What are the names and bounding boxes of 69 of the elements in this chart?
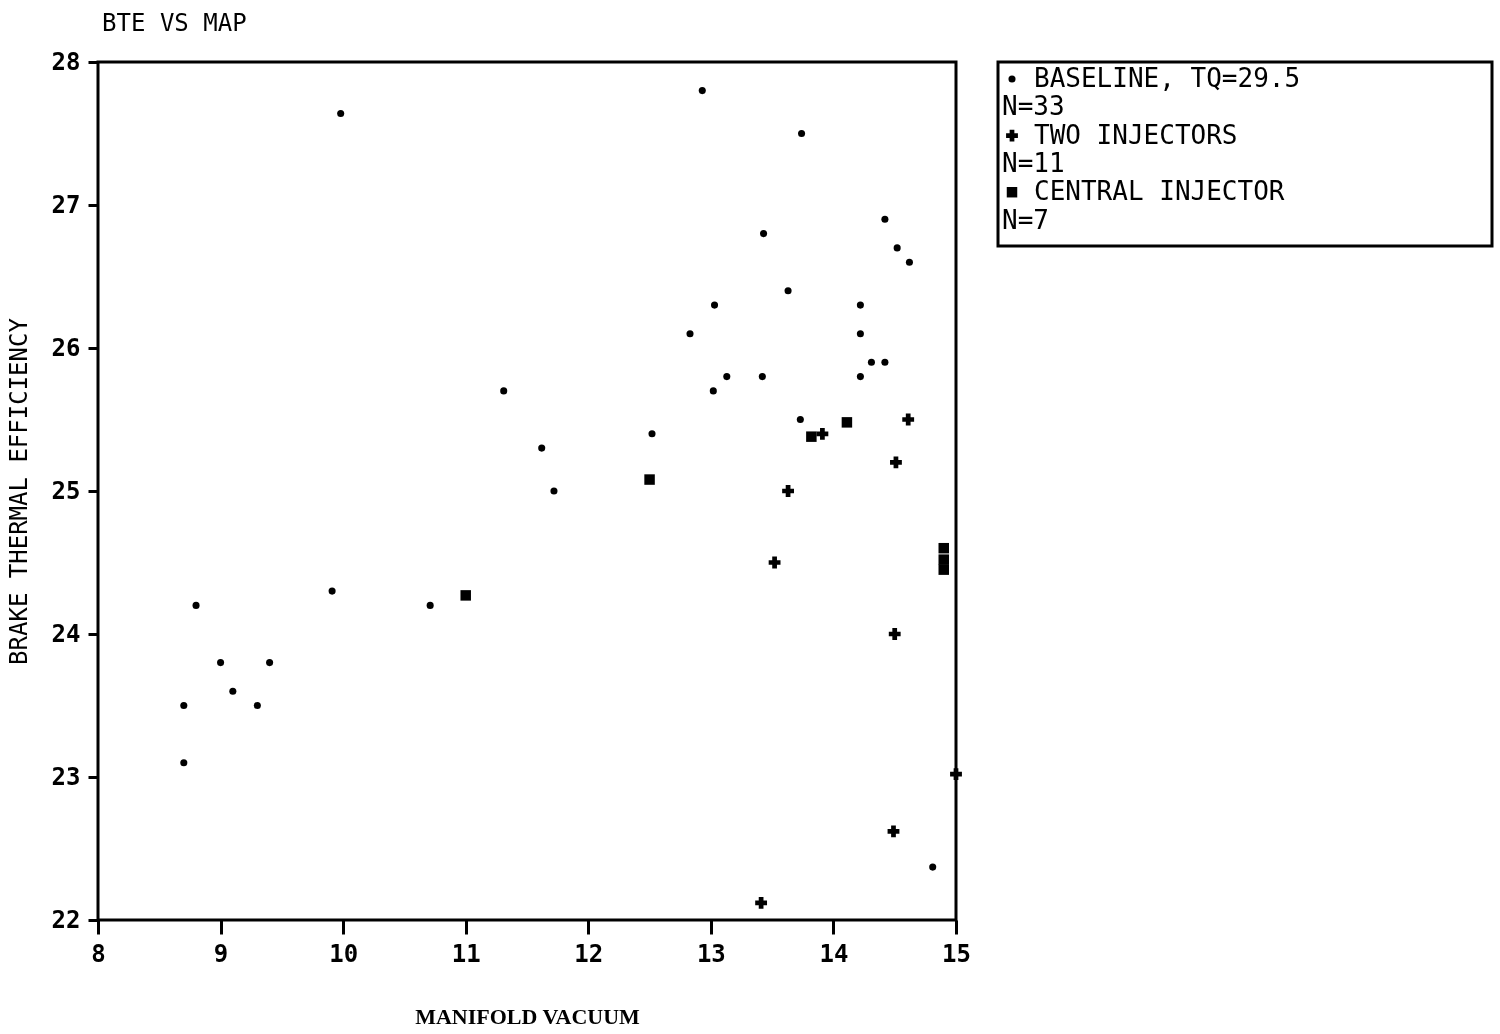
point (890, 456, 902, 469)
point (796, 415, 804, 424)
point (929, 863, 937, 871)
y-tick-label: 22 (51, 905, 81, 934)
x-tick-label: 15 (942, 939, 971, 968)
point (709, 387, 717, 395)
point (950, 768, 962, 781)
y-tick-label: 24 (51, 619, 81, 648)
point (758, 373, 766, 381)
point (550, 487, 558, 495)
y-tick-label: 25 (51, 476, 81, 505)
point (867, 358, 875, 366)
point (229, 687, 237, 695)
x-tick-label: 14 (819, 939, 849, 968)
legend-label: CENTRAL INJECTOR N=7 (1002, 176, 1285, 235)
point (686, 330, 694, 338)
point (328, 587, 336, 595)
x-tick-label: 11 (451, 939, 481, 968)
point (856, 330, 864, 338)
point (938, 542, 949, 554)
point (180, 759, 188, 767)
point (266, 659, 274, 667)
legend-label: BASELINE, TQ=29.5 N=33 (1002, 62, 1301, 122)
x-tick-label: 9 (213, 939, 229, 968)
y-tick-label: 26 (51, 333, 81, 362)
point (337, 109, 345, 118)
point (723, 373, 731, 381)
point (253, 701, 261, 710)
x-tick-label: 12 (574, 939, 604, 968)
y-tick-label: 28 (51, 47, 81, 76)
x-tick-label: 10 (329, 939, 359, 968)
y-tick-label: 23 (51, 762, 81, 791)
point (841, 417, 853, 428)
point (806, 431, 817, 442)
point (856, 301, 864, 309)
point (426, 601, 434, 609)
point (856, 373, 864, 381)
point (217, 659, 225, 667)
x-axis-title: MANIFOLD VACUUM (415, 1003, 641, 1029)
point (784, 287, 792, 295)
point (893, 244, 901, 252)
point (888, 628, 901, 640)
point (768, 556, 781, 569)
point (881, 215, 889, 223)
y-tick-label: 27 (51, 190, 81, 219)
y-axis-title: BRAKE THERMAL EFFICIENCY (4, 317, 33, 665)
point (760, 230, 768, 238)
point (192, 601, 200, 609)
point (648, 430, 656, 438)
point (887, 825, 900, 838)
chart-title: BTE VS MAP (102, 9, 247, 37)
point (711, 301, 719, 309)
point (902, 413, 915, 426)
point (460, 590, 471, 601)
point (644, 474, 655, 485)
point (905, 258, 913, 266)
point (755, 896, 768, 909)
point (180, 701, 188, 710)
point (938, 564, 949, 575)
x-tick-label: 8 (91, 939, 106, 968)
point (938, 554, 949, 565)
point (500, 387, 508, 395)
point (698, 87, 706, 95)
point (816, 427, 829, 440)
point (798, 129, 806, 138)
legend-label: TWO INJECTORS N=11 (1002, 119, 1238, 178)
point (881, 358, 889, 366)
x-tick-label: 13 (696, 939, 726, 968)
point (538, 444, 546, 452)
